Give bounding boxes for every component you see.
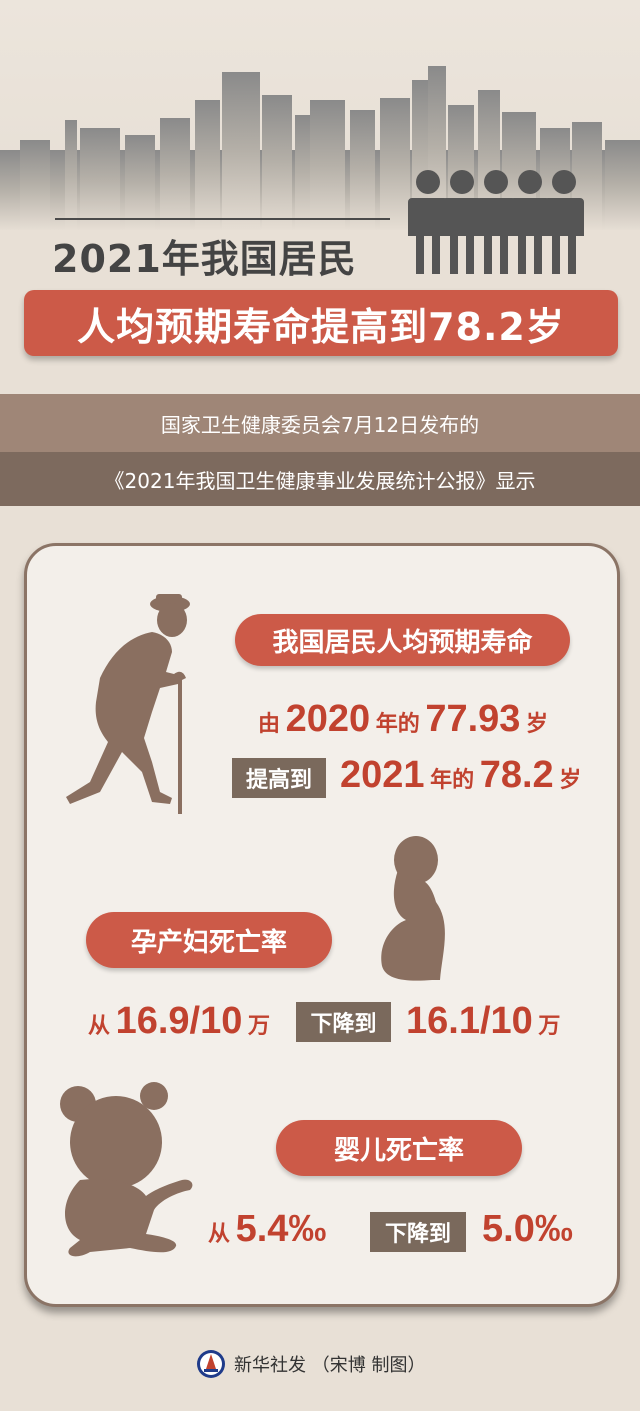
decrease-tag-maternal: 下降到 [296,1002,391,1042]
people-group-icon [408,168,588,282]
infant-mortality-from: 从 5.4‰ [208,1208,327,1250]
life-expectancy-to: 2021 年的 78.2 岁 [340,754,582,796]
headline-banner: 人均预期寿命提高到78.2岁 [24,290,618,356]
page-title: 2021年我国居民 [52,237,357,281]
source-line-2: 《2021年我国卫生健康事业发展统计公报》显示 [104,468,536,493]
increase-tag: 提高到 [232,758,326,798]
maternal-mortality-to: 16.1/10 万 [406,1000,561,1042]
footer-credit: 新华社发 （宋博 制图） [196,1346,425,1382]
xinhua-logo-icon [197,1350,225,1378]
source-line-1: 国家卫生健康委员会7月12日发布的 [160,412,480,437]
headline-text: 人均预期寿命提高到78.2岁 [77,304,565,349]
life-expectancy-from: 由 2020 年的 77.93 岁 [258,698,548,740]
maternal-mortality-from: 从 16.9/10 万 [88,1000,270,1042]
decrease-tag-infant: 下降到 [370,1212,466,1252]
elderly-man-icon [60,592,200,821]
credit-text: 新华社发 （宋博 制图） [234,1355,426,1376]
infant-mortality-to: 5.0‰ [482,1208,573,1250]
source-band-1: 国家卫生健康委员会7月12日发布的 [0,394,640,452]
source-band-2: 《2021年我国卫生健康事业发展统计公报》显示 [0,452,640,506]
infant-mortality-label: 婴儿死亡率 [276,1120,522,1176]
maternal-mortality-label: 孕产妇死亡率 [86,912,332,968]
life-expectancy-label: 我国居民人均预期寿命 [235,614,570,666]
title-underline [55,218,390,220]
pregnant-woman-icon [376,834,466,988]
baby-icon [50,1080,200,1264]
